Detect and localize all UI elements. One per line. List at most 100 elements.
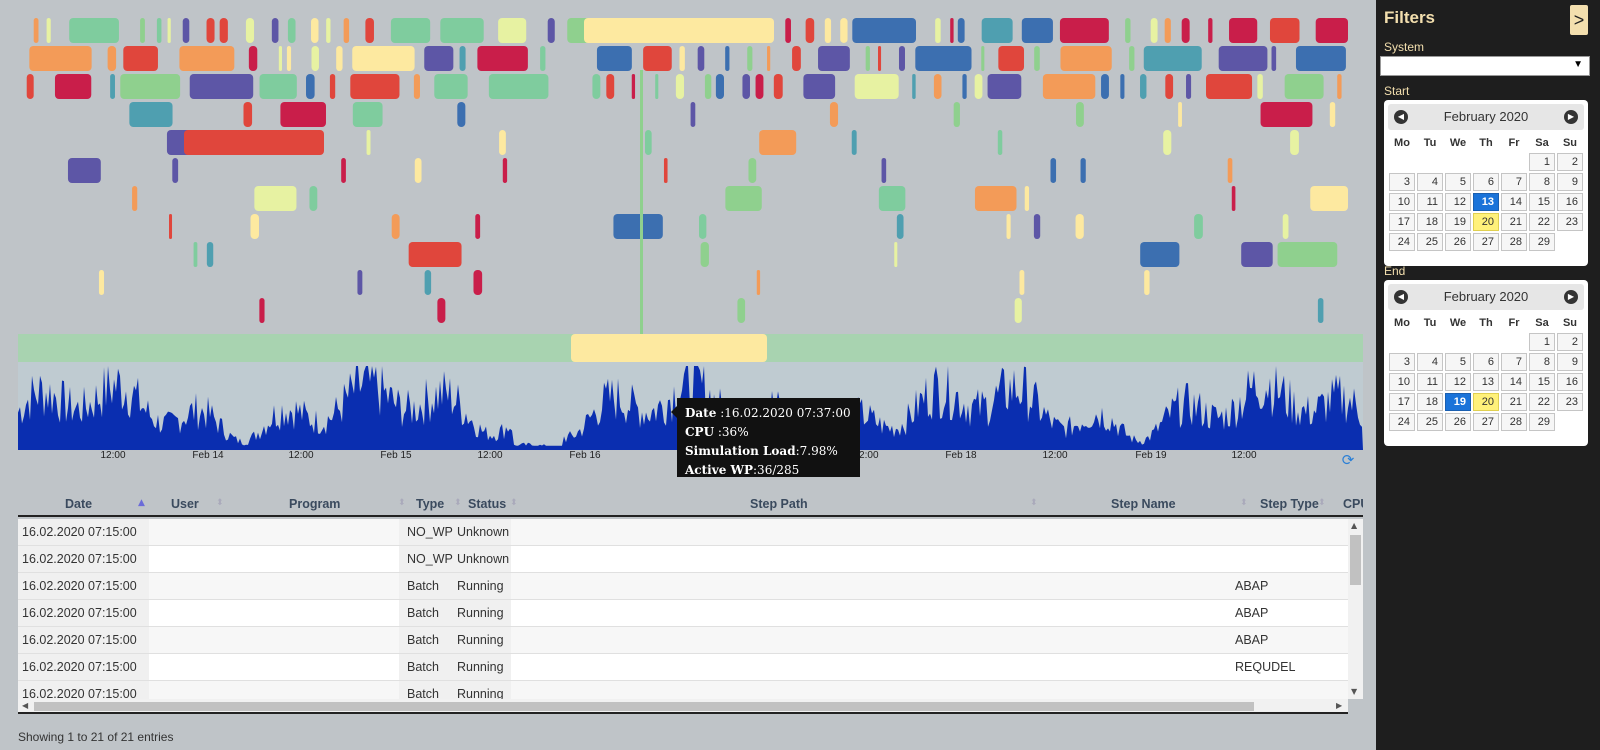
calendar-day[interactable]: 14: [1501, 193, 1527, 211]
job-bar[interactable]: [245, 18, 255, 43]
job-bar[interactable]: [950, 18, 954, 43]
col-status-header[interactable]: Status: [468, 497, 507, 511]
job-bar[interactable]: [182, 18, 190, 43]
calendar-day[interactable]: 15: [1529, 193, 1555, 211]
job-bar[interactable]: [896, 214, 904, 239]
job-bar[interactable]: [1218, 46, 1268, 71]
job-bar[interactable]: [881, 158, 887, 183]
job-bar[interactable]: [350, 74, 400, 99]
job-bar[interactable]: [391, 214, 400, 239]
job-bar[interactable]: [1231, 186, 1236, 211]
job-timeline[interactable]: [18, 0, 1363, 340]
job-bar[interactable]: [547, 18, 555, 43]
job-bar[interactable]: [540, 46, 546, 71]
job-bar[interactable]: [690, 102, 696, 127]
job-bar[interactable]: [502, 158, 508, 183]
job-bar[interactable]: [631, 74, 636, 99]
job-bar[interactable]: [697, 46, 705, 71]
calendar-day[interactable]: 7: [1501, 173, 1527, 191]
job-bar[interactable]: [1059, 18, 1109, 43]
calendar-day[interactable]: 29: [1529, 413, 1555, 431]
job-bar[interactable]: [1050, 158, 1057, 183]
calendar-day[interactable]: 21: [1501, 393, 1527, 411]
job-bar[interactable]: [69, 18, 119, 43]
calendar-day[interactable]: 13: [1473, 373, 1499, 391]
job-bar[interactable]: [1006, 214, 1011, 239]
calendar-day[interactable]: 1: [1529, 333, 1555, 351]
job-bar[interactable]: [1282, 214, 1289, 239]
job-bar[interactable]: [785, 18, 791, 43]
calendar-day[interactable]: 6: [1473, 353, 1499, 371]
job-bar[interactable]: [773, 74, 783, 99]
job-bar[interactable]: [1144, 270, 1150, 295]
job-bar[interactable]: [167, 18, 171, 43]
sort-icon[interactable]: ⬍: [216, 498, 224, 508]
job-bar[interactable]: [675, 74, 685, 99]
job-bar[interactable]: [475, 214, 481, 239]
job-bar[interactable]: [725, 46, 730, 71]
refresh-icon[interactable]: ⟳: [1341, 451, 1355, 469]
sort-asc-icon[interactable]: ▲: [138, 498, 145, 508]
next-month-icon[interactable]: ▶: [1564, 290, 1578, 304]
calendar-day[interactable]: 10: [1389, 373, 1415, 391]
calendar-day[interactable]: 16: [1557, 193, 1583, 211]
job-bar[interactable]: [1129, 46, 1135, 71]
job-bar[interactable]: [1060, 46, 1112, 71]
job-bar[interactable]: [1295, 46, 1346, 71]
calendar-day[interactable]: 14: [1501, 373, 1527, 391]
job-bar[interactable]: [1257, 74, 1263, 99]
job-bar[interactable]: [1181, 18, 1190, 43]
job-bar[interactable]: [1033, 214, 1041, 239]
job-bar[interactable]: [1165, 74, 1174, 99]
job-bar[interactable]: [818, 46, 850, 71]
job-bar[interactable]: [748, 158, 757, 183]
job-bar[interactable]: [1317, 298, 1324, 323]
end-calendar[interactable]: ◀ February 2020 ▶ Mo Tu We Th Fr Sa Su 1 2 3 4 5 6 7 8 9 10…: [1384, 280, 1588, 446]
job-bar[interactable]: [851, 130, 857, 155]
start-calendar[interactable]: ◀ February 2020 ▶ Mo Tu We Th Fr Sa Su 1 2 3 4 5 6 7 8 9 10…: [1384, 100, 1588, 266]
calendar-day[interactable]: 29: [1529, 233, 1555, 251]
scroll-thumb[interactable]: [34, 702, 1254, 711]
job-bar[interactable]: [1315, 18, 1348, 43]
job-bar[interactable]: [957, 18, 965, 43]
job-bar[interactable]: [366, 130, 371, 155]
sort-icon[interactable]: ⬍: [454, 498, 462, 508]
job-bar[interactable]: [767, 46, 771, 71]
job-bar[interactable]: [343, 18, 350, 43]
calendar-day[interactable]: 25: [1417, 413, 1443, 431]
job-bar[interactable]: [440, 18, 484, 43]
job-bar[interactable]: [679, 46, 685, 71]
job-bar[interactable]: [107, 46, 117, 71]
job-bar[interactable]: [248, 46, 258, 71]
calendar-day[interactable]: 16: [1557, 373, 1583, 391]
calendar-day[interactable]: 4: [1417, 353, 1443, 371]
job-bar[interactable]: [1194, 214, 1203, 239]
job-bar[interactable]: [326, 18, 331, 43]
job-bar[interactable]: [747, 46, 753, 71]
job-bar[interactable]: [98, 270, 105, 295]
job-bar[interactable]: [824, 18, 832, 43]
calendar-day[interactable]: 8: [1529, 173, 1555, 191]
job-bar[interactable]: [1080, 158, 1086, 183]
job-bar[interactable]: [390, 18, 431, 43]
job-bar[interactable]: [169, 214, 173, 239]
calendar-day[interactable]: 26: [1445, 233, 1471, 251]
job-bar[interactable]: [759, 130, 797, 155]
timeline-overview-bar[interactable]: [18, 334, 1363, 362]
calendar-day[interactable]: 20: [1473, 393, 1499, 411]
calendar-day[interactable]: 11: [1417, 373, 1443, 391]
job-bar[interactable]: [477, 46, 528, 71]
calendar-day[interactable]: 6: [1473, 173, 1499, 191]
job-bar[interactable]: [852, 18, 917, 43]
job-bar[interactable]: [184, 130, 324, 155]
job-bar[interactable]: [437, 298, 446, 323]
job-bar[interactable]: [1277, 242, 1338, 267]
job-bar[interactable]: [1164, 18, 1171, 43]
table-row[interactable]: 16.02.2020 07:15:00 Batch Running REQUDEL: [18, 654, 1348, 681]
job-bar[interactable]: [156, 18, 162, 43]
job-bar[interactable]: [1150, 18, 1158, 43]
job-bar[interactable]: [912, 74, 916, 99]
job-bar[interactable]: [987, 74, 1022, 99]
job-bar[interactable]: [365, 18, 374, 43]
job-bar[interactable]: [663, 158, 668, 183]
